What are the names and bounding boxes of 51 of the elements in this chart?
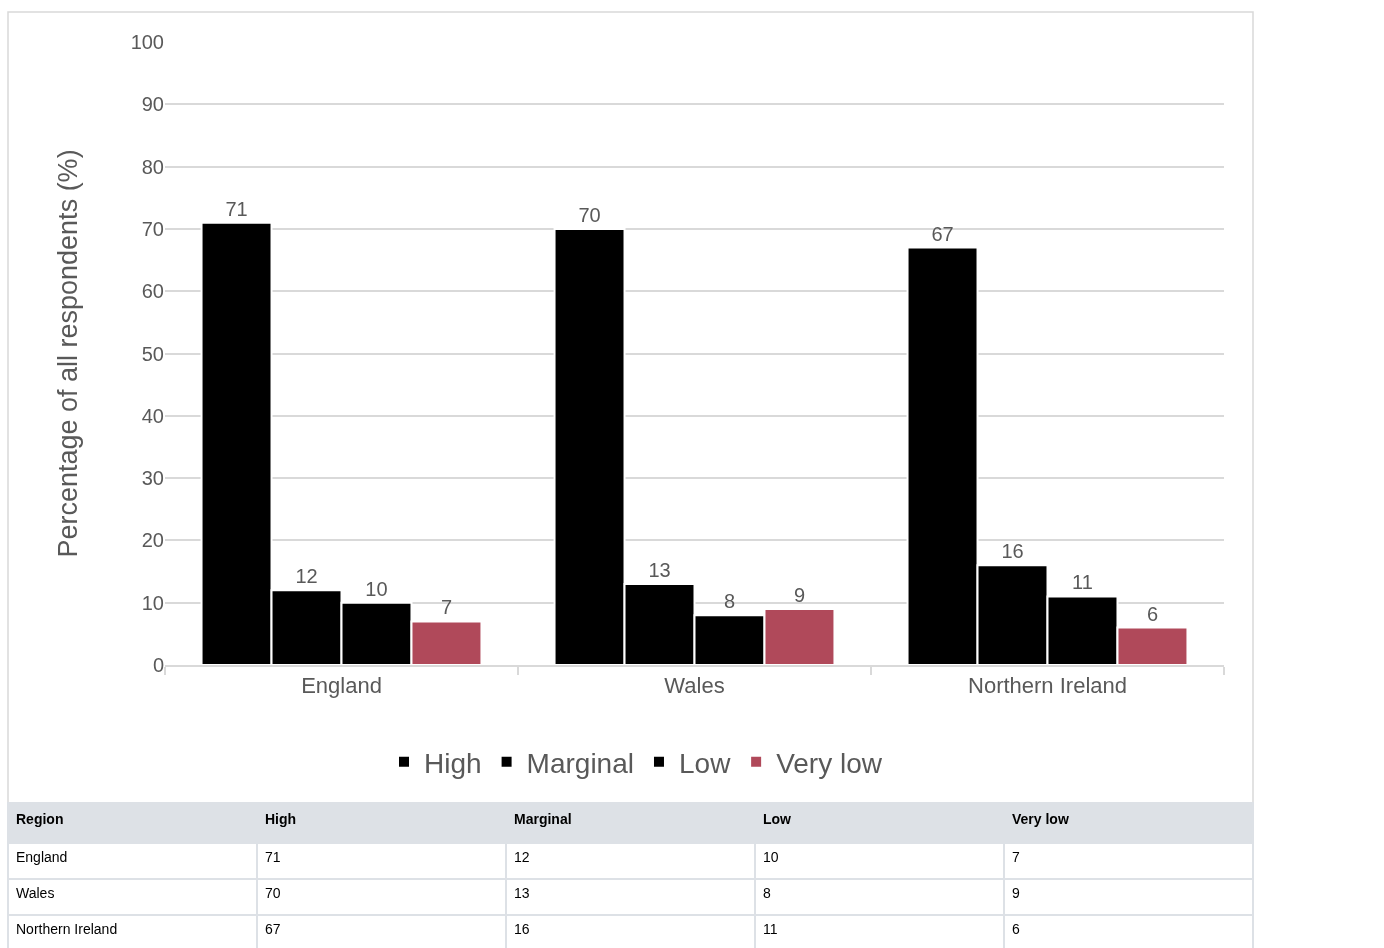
y-tick-label: 80 bbox=[141, 155, 164, 178]
data-label: 8 bbox=[723, 590, 736, 613]
data-label: 11 bbox=[763, 920, 778, 937]
y-tick-label: 100 bbox=[130, 31, 164, 53]
text: High bbox=[265, 811, 297, 827]
text: Low bbox=[763, 811, 792, 827]
data-label: 9 bbox=[1012, 884, 1020, 901]
data-label: 16 bbox=[514, 920, 530, 937]
data-label: 12 bbox=[295, 565, 318, 588]
y-tick-label: 50 bbox=[141, 342, 164, 365]
data-label: 7 bbox=[440, 596, 453, 619]
y-tick-label: 70 bbox=[141, 217, 164, 240]
text: Very low bbox=[1012, 811, 1069, 827]
data-label: 71 bbox=[225, 197, 248, 220]
category-label: England bbox=[16, 848, 68, 865]
category-label: Northern Ireland bbox=[16, 920, 118, 937]
text: Region bbox=[16, 811, 64, 827]
y-tick-label: 20 bbox=[141, 529, 164, 552]
data-label: 12 bbox=[514, 848, 530, 865]
legend-label: Marginal bbox=[526, 747, 634, 779]
y-tick-label: 90 bbox=[141, 93, 164, 116]
data-label: 7 bbox=[1012, 848, 1020, 865]
y-tick-label: 30 bbox=[141, 467, 164, 490]
data-label: 67 bbox=[265, 920, 281, 937]
data-label: 71 bbox=[265, 848, 281, 865]
legend-label: Low bbox=[678, 747, 732, 779]
y-axis-title: Percentage of all respondents (%) bbox=[52, 149, 83, 558]
data-label: 11 bbox=[1072, 571, 1093, 594]
y-tick-label: 40 bbox=[141, 404, 164, 427]
legend-label: High bbox=[424, 747, 482, 779]
data-label: 8 bbox=[763, 884, 771, 901]
y-tick-label: 10 bbox=[141, 591, 164, 614]
data-label: 9 bbox=[793, 583, 806, 606]
text: Marginal bbox=[514, 811, 572, 827]
legend-label: Very low bbox=[776, 747, 883, 779]
category-label: Wales bbox=[16, 884, 55, 901]
data-label: 70 bbox=[578, 203, 601, 226]
data-label: 10 bbox=[763, 848, 779, 865]
data-label: 6 bbox=[1012, 920, 1020, 937]
data-label: 13 bbox=[514, 884, 530, 901]
y-tick-label: 60 bbox=[141, 280, 164, 303]
y-tick-label: 0 bbox=[152, 654, 164, 676]
x-tick-label: Wales bbox=[664, 673, 725, 699]
x-tick-label: Northern Ireland bbox=[968, 673, 1127, 699]
data-label: 6 bbox=[1146, 602, 1159, 625]
data-label: 70 bbox=[265, 884, 281, 901]
data-label: 10 bbox=[365, 577, 388, 600]
data-label: 67 bbox=[931, 222, 954, 245]
x-tick-label: England bbox=[301, 673, 382, 699]
data-label: 13 bbox=[648, 559, 671, 582]
data-label: 16 bbox=[1001, 540, 1024, 563]
